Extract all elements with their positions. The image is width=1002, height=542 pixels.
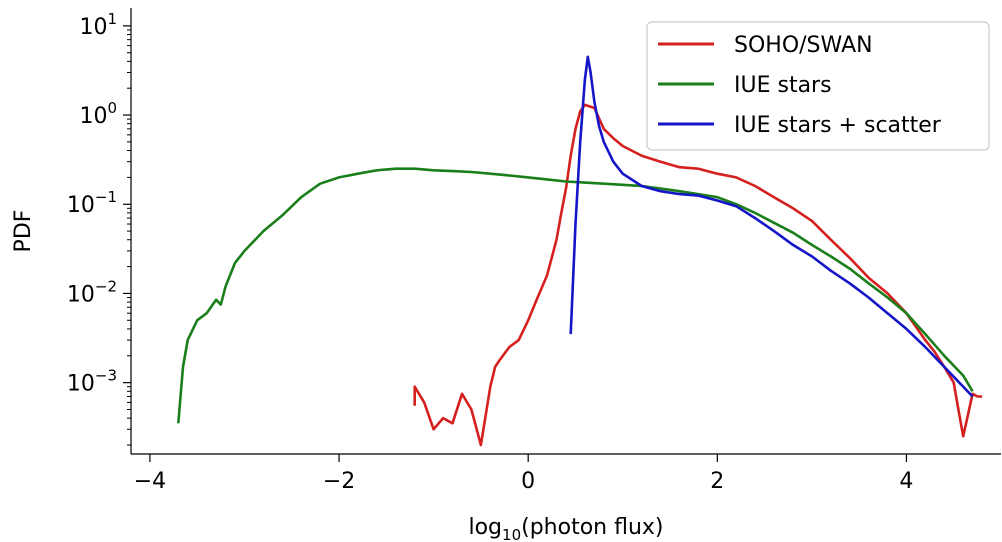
y-tick-label: 10−3 bbox=[67, 367, 117, 397]
x-tick-label: −2 bbox=[323, 469, 355, 494]
legend-box bbox=[646, 21, 990, 151]
legend-label-iue-stars: IUE stars bbox=[734, 73, 832, 98]
series-line-0 bbox=[413, 103, 983, 447]
legend-entry-iue-stars-scatter: IUE stars + scatter bbox=[658, 113, 942, 138]
y-tick-label: 101 bbox=[79, 10, 117, 40]
legend-entry-iue-stars: IUE stars bbox=[658, 73, 832, 98]
y-tick-label: 10−1 bbox=[67, 188, 117, 218]
series-layer bbox=[177, 55, 983, 447]
x-ticks: −4 −2 0 2 4 bbox=[134, 454, 913, 494]
x-tick-label: −4 bbox=[134, 469, 166, 494]
x-tick-label: 2 bbox=[710, 469, 724, 494]
legend-entry-soho-swan: SOHO/SWAN bbox=[658, 33, 873, 58]
y-axis-label: PDF bbox=[11, 210, 36, 253]
series-line-2 bbox=[569, 55, 974, 398]
y-ticks: 101 100 10−1 10−2 10−3 bbox=[67, 10, 131, 446]
legend-label-iue-stars-scatter: IUE stars + scatter bbox=[734, 113, 942, 138]
x-axis-label: log10(photon flux) bbox=[468, 515, 663, 542]
x-tick-label: 4 bbox=[899, 469, 913, 494]
x-tick-label: 0 bbox=[521, 469, 535, 494]
y-tick-label: 10−2 bbox=[67, 277, 117, 307]
series-line-1 bbox=[177, 167, 974, 424]
legend: SOHO/SWAN IUE stars IUE stars + scatter bbox=[646, 21, 990, 151]
y-tick-label: 100 bbox=[79, 99, 117, 129]
legend-label-soho-swan: SOHO/SWAN bbox=[734, 33, 873, 58]
